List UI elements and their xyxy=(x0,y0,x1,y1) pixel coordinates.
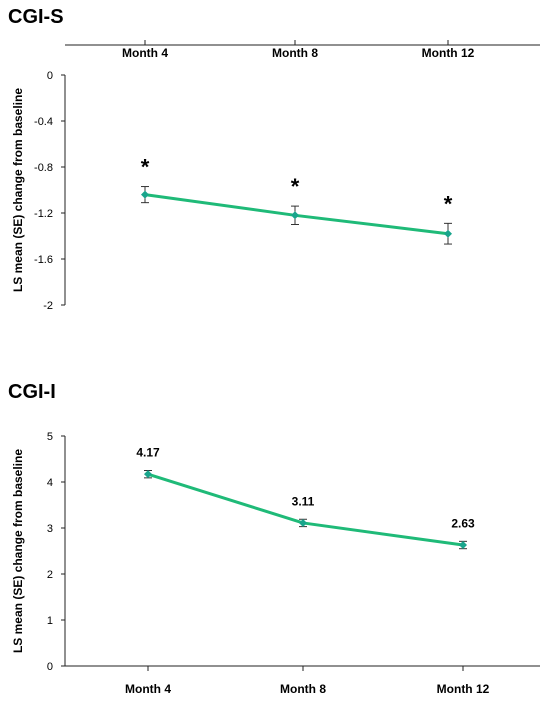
x-tick-label: Month 8 xyxy=(280,682,326,696)
data-point xyxy=(299,518,307,527)
y-axis-label: LS mean (SE) change from baseline xyxy=(11,449,25,653)
y-tick-label: 1 xyxy=(47,615,53,627)
y-tick-label: 2 xyxy=(47,569,53,581)
y-axis-label: LS mean (SE) change from baseline xyxy=(11,88,25,292)
data-label: 2.63 xyxy=(451,516,475,530)
chart-title: CGI-I xyxy=(8,381,56,403)
y-tick-label: -0.4 xyxy=(34,116,53,128)
y-tick-label: 5 xyxy=(47,431,53,443)
x-tick-label: Month 4 xyxy=(125,682,171,696)
y-tick-label: -2 xyxy=(43,300,53,312)
data-label: * xyxy=(444,191,453,216)
y-tick-label: -0.8 xyxy=(34,162,53,174)
data-point xyxy=(459,541,467,550)
data-point xyxy=(291,211,299,220)
data-label: * xyxy=(291,174,300,199)
chart-title: CGI-S xyxy=(8,6,64,28)
x-tick-label: Month 12 xyxy=(422,46,475,60)
data-label: * xyxy=(141,155,150,180)
y-tick-label: -1.6 xyxy=(34,254,53,266)
series-line xyxy=(147,472,464,547)
x-tick-label: Month 12 xyxy=(437,682,490,696)
cgi-s-plot: 0 -0.4 -0.8 -1.2 -1.6 -2 Month 4 Month 8 Month 1… xyxy=(11,40,540,312)
y-tick-label: -1.2 xyxy=(34,208,53,220)
y-tick-label: 3 xyxy=(47,523,53,535)
data-point xyxy=(141,190,149,199)
cgi-s-chart: CGI-S 0 -0.4 -0.8 -1.2 -1.6 -2 Month 4 Month 8 M… xyxy=(0,0,550,345)
y-tick-label: 4 xyxy=(47,477,53,489)
data-point xyxy=(144,470,152,479)
cgi-i-plot: 0 1 2 3 4 5 Month 4 Month 8 Month 12 LS mean (SE)… xyxy=(11,431,540,696)
data-label: 4.17 xyxy=(136,446,160,460)
x-tick-label: Month 8 xyxy=(272,46,318,60)
data-label: 3.11 xyxy=(292,494,315,508)
y-tick-label: 0 xyxy=(47,70,53,82)
x-tick-label: Month 4 xyxy=(122,46,168,60)
cgi-i-chart: CGI-I 0 1 2 3 4 5 Month 4 Month 8 Month 12 LS mea… xyxy=(0,375,550,703)
data-point xyxy=(444,229,452,238)
y-tick-label: 0 xyxy=(47,661,53,673)
